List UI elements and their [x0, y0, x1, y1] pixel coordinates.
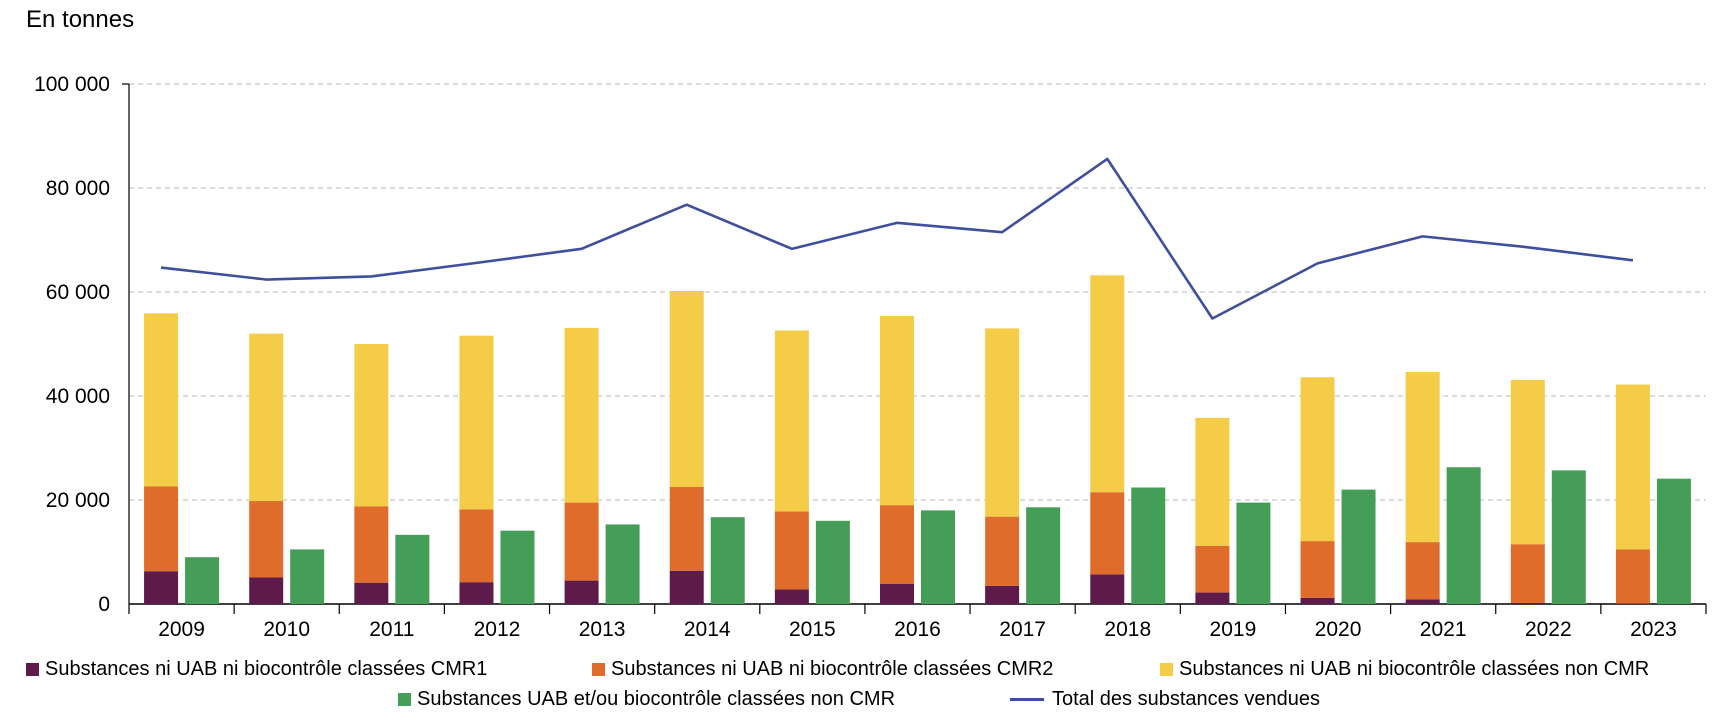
bar-uab — [1341, 489, 1376, 604]
bar-segment-3 — [1510, 379, 1545, 545]
bar-segment-1 — [1195, 592, 1230, 604]
bar-segment-3 — [774, 330, 809, 512]
bar-segment-1 — [1615, 603, 1650, 604]
legend-label-cmr2: Substances ni UAB ni biocontrôle classée… — [611, 658, 1054, 680]
y-tick-label: 0 — [98, 593, 110, 616]
bar-uab — [605, 524, 640, 604]
bar-segment-2 — [1195, 545, 1230, 593]
bar-segment-3 — [1405, 372, 1440, 543]
bar-segment-1 — [564, 580, 599, 604]
y-tick-label: 60 000 — [46, 281, 110, 304]
bar-segment-2 — [985, 516, 1020, 586]
bar-uab — [1131, 487, 1166, 604]
bar-segment-3 — [985, 328, 1020, 517]
x-tick-label: 2014 — [684, 618, 731, 641]
x-tick-label: 2022 — [1525, 618, 1572, 641]
bar-uab — [1551, 470, 1586, 604]
legend-swatch-non-cmr — [1160, 663, 1173, 676]
bar-segment-2 — [1090, 492, 1125, 575]
bar-segment-3 — [354, 344, 389, 507]
y-tick-label: 100 000 — [34, 73, 110, 96]
x-tick-label: 2016 — [894, 618, 941, 641]
bar-segment-2 — [459, 509, 494, 583]
bar-segment-1 — [669, 570, 704, 604]
bar-segment-1 — [985, 585, 1020, 604]
legend-label-total: Total des substances vendues — [1052, 688, 1320, 710]
bar-segment-3 — [564, 327, 599, 503]
x-tick-label: 2013 — [579, 618, 626, 641]
bar-segment-3 — [249, 333, 284, 502]
bar-segment-3 — [1090, 275, 1125, 493]
bar-segment-3 — [880, 315, 914, 506]
bar-uab — [815, 520, 850, 604]
bar-uab — [1446, 467, 1481, 604]
bar-uab — [1656, 478, 1691, 604]
bar-uab — [500, 530, 535, 604]
x-tick-label: 2011 — [369, 618, 414, 641]
legend-item-non-cmr: Substances ni UAB ni biocontrôle classée… — [1160, 658, 1649, 681]
x-tick-label: 2010 — [263, 618, 310, 641]
y-tick-label: 40 000 — [46, 385, 110, 408]
bar-segment-2 — [880, 505, 914, 584]
x-tick-label: 2009 — [158, 618, 205, 641]
bar-uab — [395, 534, 430, 604]
bar-segment-1 — [144, 571, 179, 604]
bar-uab — [290, 549, 325, 604]
legend-swatch-total — [1010, 698, 1044, 701]
bar-uab — [921, 510, 955, 604]
bar-segment-2 — [774, 511, 809, 590]
legend-item-total: Total des substances vendues — [1010, 688, 1320, 711]
bar-segment-2 — [249, 501, 284, 578]
bar-uab — [710, 517, 745, 604]
bar-segment-3 — [1615, 384, 1650, 550]
bar-segment-1 — [880, 583, 914, 604]
bar-uab — [1236, 502, 1271, 604]
bar-segment-3 — [459, 335, 494, 510]
bar-segment-2 — [564, 502, 599, 581]
legend-item-cmr2: Substances ni UAB ni biocontrôle classée… — [592, 658, 1053, 681]
bar-segment-1 — [459, 582, 494, 604]
bar-segment-1 — [1405, 599, 1440, 604]
legend-label-non-cmr: Substances ni UAB ni biocontrôle classée… — [1179, 658, 1650, 680]
bar-segment-1 — [249, 577, 284, 604]
bar-segment-2 — [1510, 544, 1545, 603]
legend-label-uab: Substances UAB et/ou biocontrôle classée… — [417, 688, 896, 710]
legend-label-cmr1: Substances ni UAB ni biocontrôle classée… — [45, 658, 488, 680]
x-tick-label: 2012 — [474, 618, 521, 641]
legend-swatch-uab — [398, 693, 411, 706]
bar-segment-2 — [669, 487, 704, 571]
bar-segment-3 — [669, 290, 704, 487]
legend-item-uab: Substances UAB et/ou biocontrôle classée… — [398, 688, 895, 711]
legend-item-cmr1: Substances ni UAB ni biocontrôle classée… — [26, 658, 487, 681]
bar-segment-2 — [1615, 549, 1650, 604]
x-tick-label: 2021 — [1420, 618, 1467, 641]
y-tick-label: 20 000 — [46, 489, 110, 512]
legend-swatch-cmr1 — [26, 663, 39, 676]
bar-segment-2 — [1405, 542, 1440, 600]
total-line — [160, 157, 1634, 320]
bar-segment-1 — [1300, 597, 1335, 604]
x-tick-label: 2019 — [1210, 618, 1257, 641]
bar-segment-1 — [1090, 574, 1125, 604]
y-axis-unit-label: En tonnes — [26, 6, 135, 33]
bar-segment-1 — [1510, 602, 1545, 604]
bar-segment-1 — [354, 582, 389, 604]
bar-segment-3 — [1300, 377, 1335, 542]
bar-segment-3 — [144, 313, 179, 487]
x-tick-label: 2015 — [789, 618, 836, 641]
bar-segment-2 — [144, 486, 179, 572]
x-tick-label: 2020 — [1315, 618, 1362, 641]
x-tick-label: 2018 — [1104, 618, 1151, 641]
bar-uab — [185, 557, 220, 604]
bar-segment-2 — [354, 506, 389, 583]
bar-segment-1 — [774, 589, 809, 604]
bar-segment-2 — [1300, 541, 1335, 598]
bar-uab — [1026, 507, 1061, 604]
x-tick-label: 2017 — [999, 618, 1046, 641]
x-tick-label: 2023 — [1630, 618, 1677, 641]
bar-segment-3 — [1195, 417, 1230, 546]
legend-swatch-cmr2 — [592, 663, 605, 676]
y-tick-label: 80 000 — [46, 177, 110, 200]
